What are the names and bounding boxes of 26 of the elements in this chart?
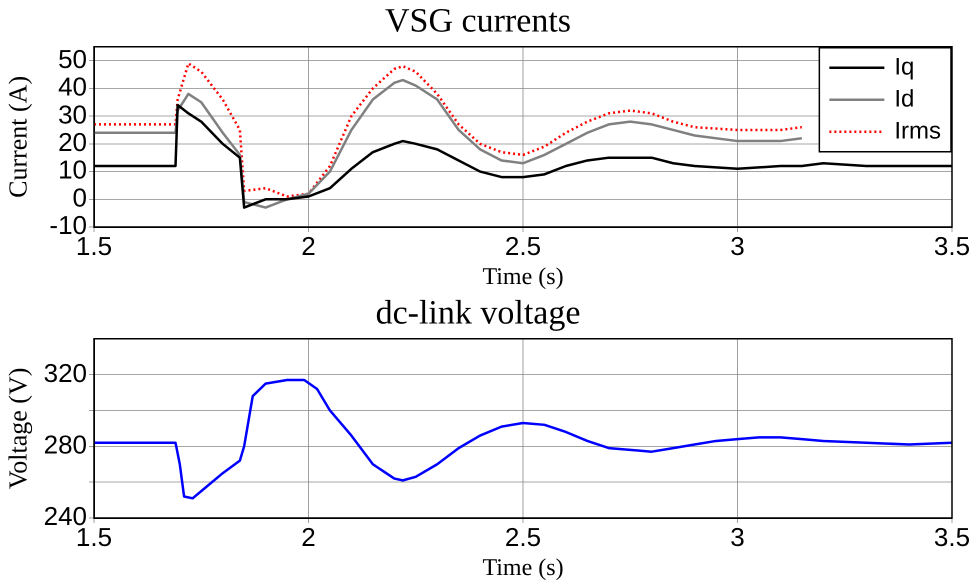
x-tick-label: 3.5	[934, 522, 970, 552]
x-tick-label: 2	[301, 522, 316, 552]
x-tick-label: 2	[301, 230, 316, 261]
x-tick-label: 3.5	[934, 230, 970, 261]
x-tick-label: 3	[730, 522, 745, 552]
y-tick-label: 0	[72, 182, 87, 212]
x-tick-label: 2.5	[504, 522, 542, 552]
y-tick-label: 20	[58, 127, 87, 158]
y-axis-title: Voltage (V)	[3, 368, 32, 490]
y-tick-label: 280	[44, 429, 87, 460]
y-axis-title: Current (A)	[3, 76, 32, 198]
y-tick-label: 40	[58, 72, 87, 102]
legend-label: Iq	[894, 53, 914, 80]
x-tick-label: 2.5	[504, 230, 542, 261]
x-tick-label: 3	[730, 230, 745, 261]
legend-label: Irms	[894, 117, 942, 144]
y-tick-label: 10	[58, 154, 87, 185]
x-axis-title: Time (s)	[482, 264, 564, 290]
y-tick-label: 50	[58, 44, 87, 74]
chart-title: dc-link voltage	[376, 294, 580, 332]
chart-title: VSG currents	[384, 2, 572, 40]
line-series	[94, 62, 804, 198]
x-axis-title: Time (s)	[482, 554, 564, 581]
legend-label: Id	[894, 85, 914, 112]
y-tick-label: 30	[58, 99, 87, 130]
y-tick-label: 320	[44, 358, 87, 388]
